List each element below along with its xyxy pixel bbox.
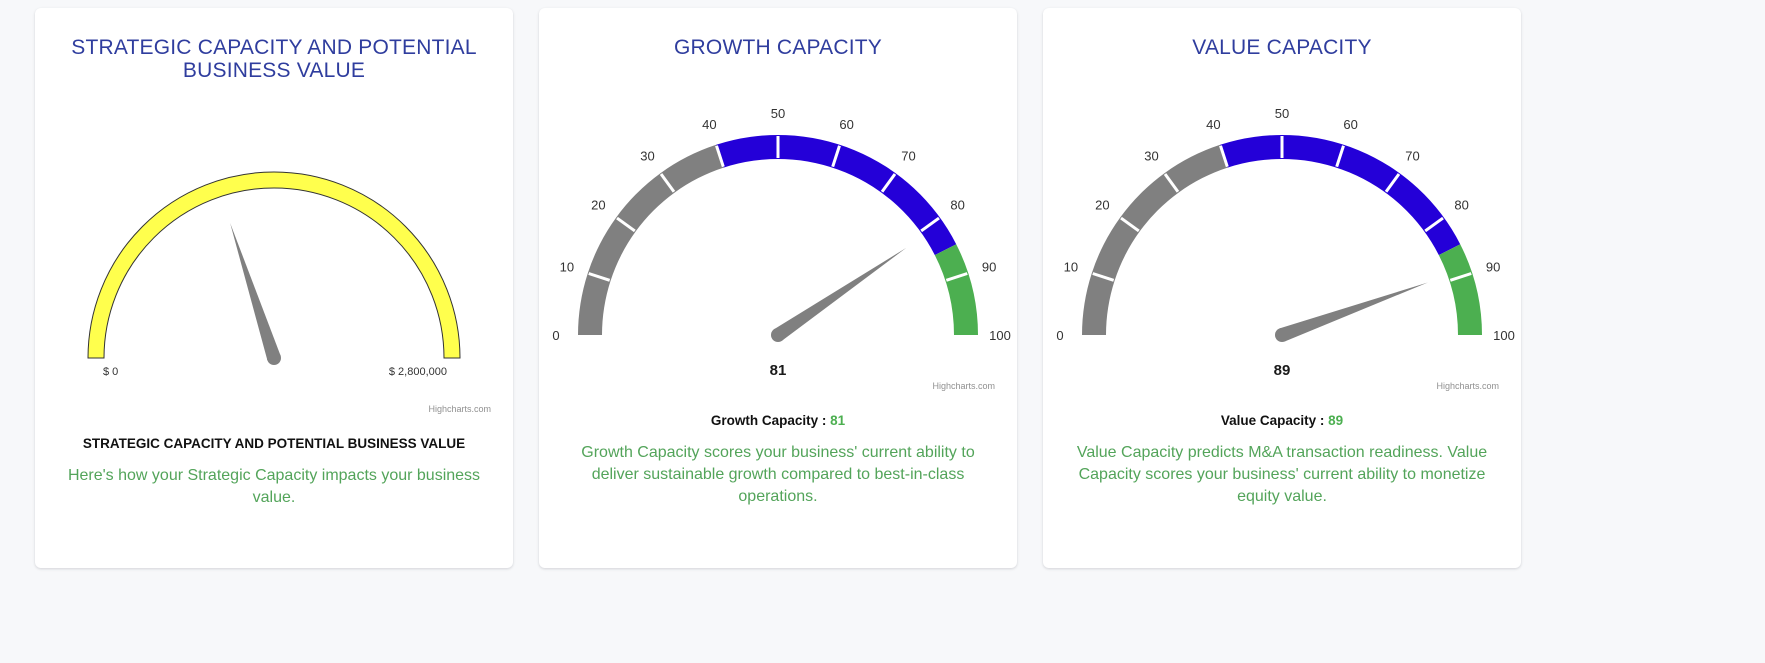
gauge-tick: [1449, 272, 1472, 282]
gauge-tick-label: 10: [1064, 259, 1078, 274]
gauge-needle: [230, 222, 281, 365]
gauge-growth-capacity: 0 10 20 30 40 50 60 70 80 90 100 81 Highcharts.com: [539, 65, 1017, 395]
card-description: Value Capacity predicts M&A transaction …: [1076, 444, 1488, 505]
gauge-svg-strategic: $ 0 $ 2,800,000: [87, 171, 461, 378]
card-growth-capacity: GROWTH CAPACITY 0 10 20 30 40 50 60 70 80 90 100 8…: [539, 8, 1017, 568]
gauge-band: [1438, 244, 1482, 335]
gauge-tick-label: 10: [560, 259, 574, 274]
gauge-bands: [87, 171, 461, 359]
gauge-tick-label: 60: [839, 117, 853, 132]
gauge-tick-labels: 0 10 20 30 40 50 60 70 80 90 100: [552, 106, 1010, 343]
gauge-bands: [1082, 135, 1482, 335]
summary-line: Value Capacity : 89: [1043, 413, 1521, 428]
gauge-value-label: 81: [770, 362, 787, 375]
gauge-tick-label: 70: [1405, 148, 1419, 163]
summary-score: 81: [830, 413, 846, 428]
gauge-tick-label: 40: [1206, 117, 1220, 132]
gauge-tick-label: 100: [1493, 328, 1515, 343]
gauge-tick-marks: [588, 136, 968, 282]
gauge-tick: [1219, 145, 1229, 168]
summary-label: STRATEGIC CAPACITY AND POTENTIAL BUSINES…: [82, 436, 466, 451]
gauge-tick-label: 0: [552, 328, 559, 343]
gauge-svg-growth: 0 10 20 30 40 50 60 70 80 90 100 81: [552, 106, 1010, 375]
gauge-tick: [1092, 272, 1115, 282]
gauge-tick-label: 40: [702, 117, 716, 132]
gauge-tick: [1384, 173, 1401, 193]
gauge-tick-label: 100: [989, 328, 1011, 343]
gauge-tick: [616, 216, 636, 233]
gauge-tick-label: 50: [1275, 106, 1289, 121]
gauge-tick: [588, 272, 611, 282]
gauge-max-label: $ 2,800,000: [389, 366, 447, 378]
gauge-tick: [880, 173, 897, 193]
needle-pointer: [230, 222, 281, 361]
gauge-tick-label: 50: [771, 106, 785, 121]
needle-pivot: [267, 351, 281, 365]
gauge-value-label: 89: [1274, 362, 1291, 375]
gauge-band: [1082, 144, 1228, 335]
gauge-tick-marks: [1092, 136, 1472, 282]
summary-line: STRATEGIC CAPACITY AND POTENTIAL BUSINES…: [35, 436, 513, 451]
gauge-needle: [771, 247, 907, 342]
gauge-band: [87, 171, 461, 359]
gauge-band: [578, 144, 724, 335]
gauge-tick: [1335, 145, 1345, 168]
card-value-capacity: VALUE CAPACITY 0 10 20 30 40 50 60 70 80 90 100 89…: [1043, 8, 1521, 568]
gauge-svg-value: 0 10 20 30 40 50 60 70 80 90 100 89: [1056, 106, 1514, 375]
gauge-tick: [1424, 216, 1444, 233]
gauge-tick: [715, 145, 725, 168]
card-strategic-capacity: STRATEGIC CAPACITY AND POTENTIAL BUSINES…: [35, 8, 513, 568]
summary-score: 89: [1328, 413, 1344, 428]
gauge-tick: [920, 216, 940, 233]
needle-pointer: [1279, 282, 1428, 342]
gauge-tick-label: 90: [1486, 259, 1500, 274]
gauge-tick-label: 30: [640, 148, 654, 163]
summary-line: Growth Capacity : 81: [539, 413, 1017, 428]
needle-pivot: [1275, 328, 1289, 342]
highcharts-credits[interactable]: Highcharts.com: [1436, 381, 1499, 391]
gauge-band: [934, 244, 978, 335]
gauge-tick-label: 60: [1343, 117, 1357, 132]
gauge-tick-label: 30: [1144, 148, 1158, 163]
gauge-tick-label: 70: [901, 148, 915, 163]
gauge-tick-label: 20: [1095, 198, 1109, 213]
gauge-needle: [1275, 282, 1428, 342]
gauge-strategic-capacity: $ 0 $ 2,800,000 Highcharts.com: [35, 88, 513, 418]
gauge-value-capacity: 0 10 20 30 40 50 60 70 80 90 100 89 Highcharts.com: [1043, 65, 1521, 395]
gauge-tick: [1120, 216, 1140, 233]
gauge-tick-label: 90: [982, 259, 996, 274]
gauge-tick-label: 0: [1056, 328, 1063, 343]
highcharts-credits[interactable]: Highcharts.com: [932, 381, 995, 391]
gauge-min-label: $ 0: [103, 366, 118, 378]
gauge-dashboard: STRATEGIC CAPACITY AND POTENTIAL BUSINES…: [35, 8, 1521, 568]
card-description: Here's how your Strategic Capacity impac…: [67, 467, 481, 506]
gauge-tick-label: 20: [591, 198, 605, 213]
gauge-tick: [945, 272, 968, 282]
gauge-tick: [1163, 173, 1180, 193]
needle-pivot: [771, 328, 785, 342]
summary-label: Value Capacity :: [1220, 413, 1325, 428]
summary-label: Growth Capacity :: [710, 413, 827, 428]
gauge-bands: [578, 135, 978, 335]
page-title: VALUE CAPACITY: [1192, 36, 1372, 59]
card-description: Growth Capacity scores your business' cu…: [581, 444, 975, 505]
gauge-tick-label: 80: [950, 198, 964, 213]
page-title: STRATEGIC CAPACITY AND POTENTIAL BUSINES…: [71, 36, 477, 82]
gauge-tick-label: 80: [1454, 198, 1468, 213]
page-title: GROWTH CAPACITY: [674, 36, 882, 59]
gauge-tick-labels: 0 10 20 30 40 50 60 70 80 90 100: [1056, 106, 1514, 343]
highcharts-credits[interactable]: Highcharts.com: [428, 404, 491, 414]
gauge-tick: [831, 145, 841, 168]
gauge-tick: [659, 173, 676, 193]
needle-pointer: [774, 247, 907, 341]
